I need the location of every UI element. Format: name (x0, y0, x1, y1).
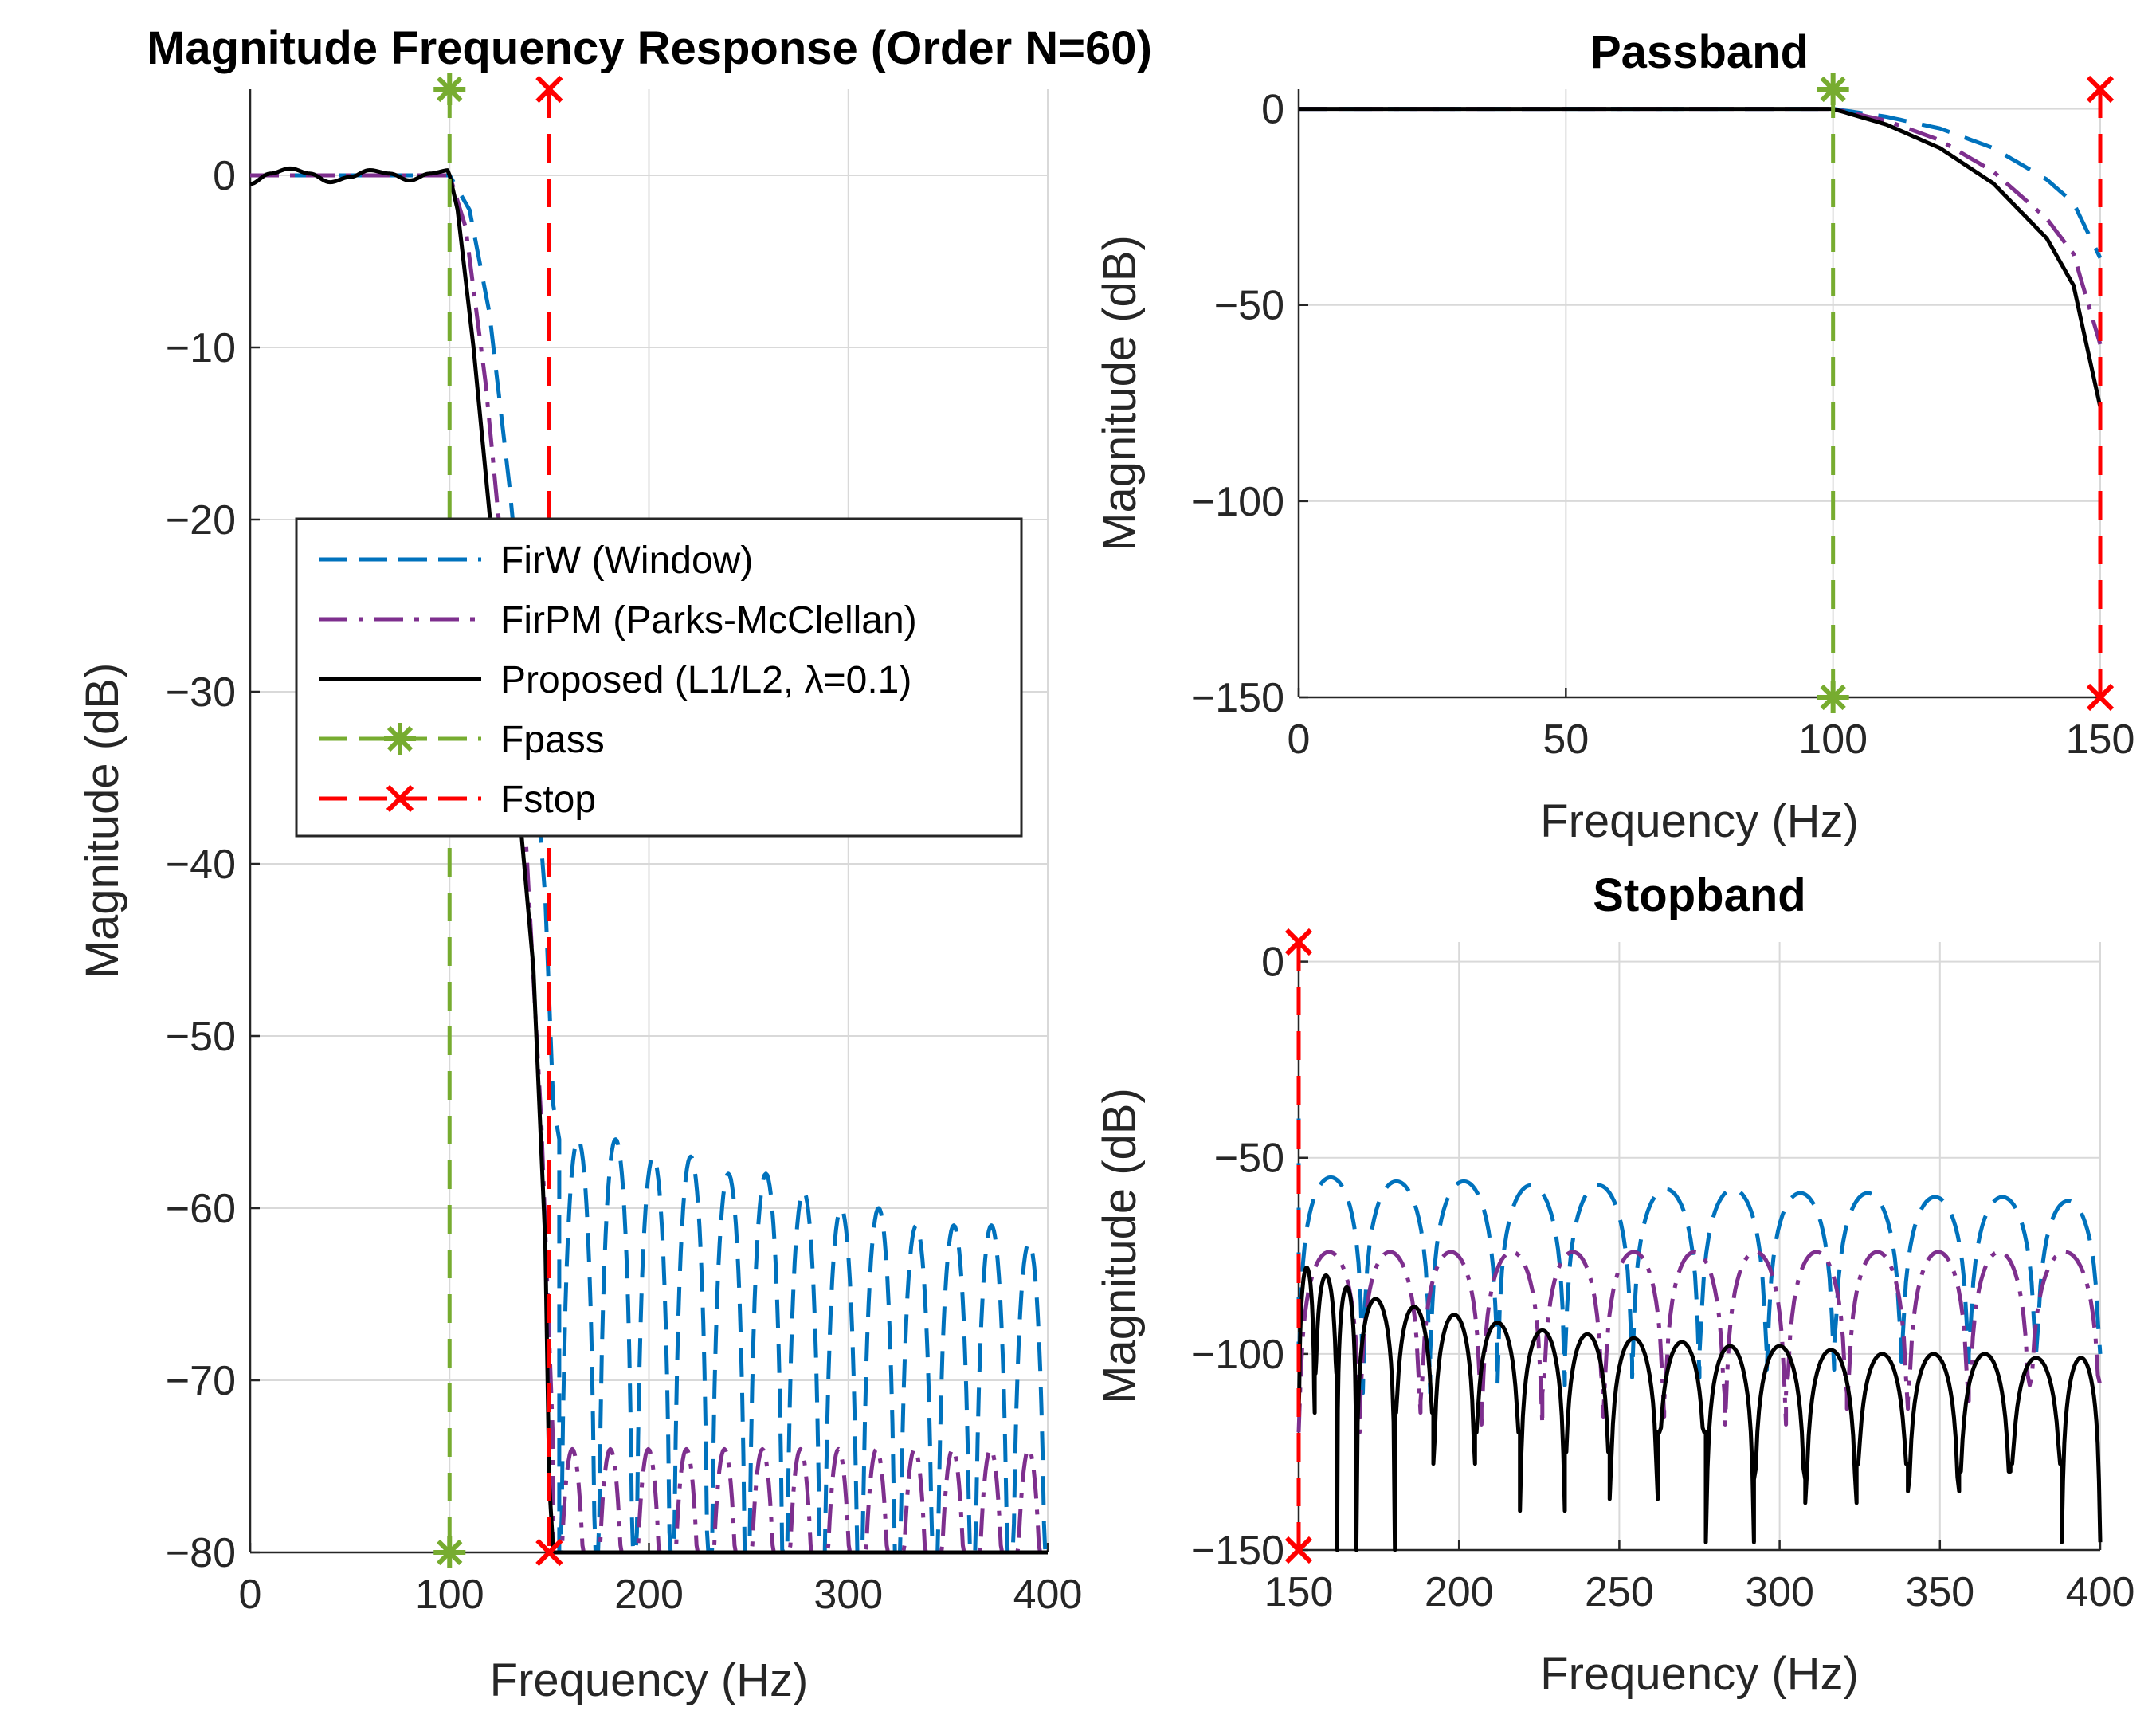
stopband-series-2 (1296, 1250, 2103, 1434)
stopband-x-axis-label: Frequency (Hz) (1540, 1648, 1859, 1700)
main-axes: 0 100 200 300 400 0 −10 −20 −30 −40 −50 −60 −70 −80 Ma… (76, 22, 1152, 1706)
legend-star-icon (384, 723, 416, 755)
stopband-plot-area (1299, 942, 2100, 1550)
passband-fstop-marker-top (2086, 75, 2115, 104)
legend-x-icon (386, 784, 414, 813)
main-x-axis-label: Frequency (Hz) (490, 1654, 809, 1706)
main-series-1 (250, 173, 1049, 1555)
main-y-axis-label: Magnitude (dB) (76, 663, 128, 979)
main-fstop-marker-bottom (535, 1538, 563, 1567)
stopband-y-tick-label: 0 (1261, 940, 1284, 986)
passband-y-axis-label: Magnitude (dB) (1094, 235, 1146, 551)
main-title: Magnitude Frequency Response (Order N=60… (147, 22, 1152, 74)
stopband-y-tick-label: −100 (1191, 1332, 1284, 1378)
stopband-y-axis-label: Magnitude (dB) (1094, 1088, 1146, 1404)
main-y-tick-label: 0 (213, 153, 236, 199)
legend-label: Proposed (L1/L2, λ=0.1) (500, 659, 911, 701)
main-x-tick-label: 400 (1013, 1572, 1083, 1618)
legend-label: FirPM (Parks-McClellan) (500, 599, 917, 642)
passband-y-tick-label: −150 (1191, 675, 1284, 721)
passband-series-3 (1299, 107, 2103, 408)
legend-label: Fstop (500, 779, 596, 821)
legend-item: FirPM (Parks-McClellan) (319, 599, 917, 642)
main-fpass-marker-bottom (433, 1536, 466, 1568)
legend-label: FirW (Window) (500, 540, 753, 582)
passband-fpass-marker-bottom (1817, 681, 1849, 713)
stopband-y-tick-label: −50 (1214, 1136, 1284, 1182)
stopband-title: Stopband (1593, 869, 1805, 921)
main-y-tick-label: −20 (166, 497, 236, 544)
main-series-3 (249, 166, 1048, 1555)
legend: FirW (Window) FirPM (Parks-McClellan) Prop… (295, 517, 1023, 838)
stopband-x-tick-label: 400 (2066, 1569, 2135, 1615)
stopband-x-tick-label: 300 (1745, 1569, 1814, 1615)
passband-x-tick-label: 0 (1288, 716, 1311, 763)
stopband-x-tick-label: 250 (1585, 1569, 1654, 1615)
main-y-tick-label: −70 (166, 1358, 236, 1404)
stopband-series-3 (1296, 1266, 2103, 1552)
passband-y-tick-label: −50 (1214, 283, 1284, 329)
main-fpass-marker-top (433, 73, 466, 105)
passband-x-tick-label: 50 (1543, 716, 1589, 763)
stopband-fstop-marker-top (1284, 928, 1313, 956)
passband-axes: 0 50 100 150 0 −50 −100 −150 Passband Frequency (… (1094, 26, 2134, 847)
passband-x-tick-label: 150 (2066, 716, 2135, 763)
main-x-tick-label: 100 (415, 1572, 484, 1618)
main-y-tick-label: −30 (166, 669, 236, 716)
stopband-x-tick-label: 150 (1264, 1569, 1334, 1615)
passband-fstop-marker-bottom (2086, 683, 2115, 712)
main-fstop-marker-top (535, 75, 563, 104)
legend-label: Fpass (500, 719, 605, 761)
stopband-x-tick-label: 350 (1905, 1569, 1974, 1615)
legend-item: FirW (Window) (319, 540, 753, 582)
passband-y-tick-label: 0 (1261, 87, 1284, 133)
passband-y-tick-label: −100 (1191, 479, 1284, 525)
legend-item: Fpass (319, 719, 605, 761)
main-y-tick-label: −10 (166, 325, 236, 371)
passband-x-axis-label: Frequency (Hz) (1540, 795, 1859, 847)
stopband-x-tick-label: 200 (1425, 1569, 1494, 1615)
main-x-tick-label: 200 (614, 1572, 684, 1618)
legend-item: Proposed (L1/L2, λ=0.1) (319, 659, 911, 701)
passband-x-tick-label: 100 (1798, 716, 1868, 763)
stopband-y-tick-label: −150 (1191, 1528, 1284, 1574)
main-x-tick-label: 300 (813, 1572, 883, 1618)
passband-title: Passband (1590, 26, 1809, 78)
legend-item: Fstop (319, 779, 596, 821)
main-y-tick-label: −80 (166, 1530, 236, 1576)
stopband-fstop-marker-bottom (1284, 1536, 1313, 1564)
passband-plot-area (1299, 89, 2100, 697)
main-y-tick-label: −40 (166, 842, 236, 888)
main-y-tick-label: −50 (166, 1014, 236, 1060)
main-x-tick-label: 0 (239, 1572, 262, 1618)
main-y-tick-label: −60 (166, 1186, 236, 1232)
passband-fpass-marker-top (1817, 73, 1849, 105)
stopband-axes: 150 200 250 300 350 400 0 −50 −100 −150 Stopband Fr… (1094, 869, 2134, 1700)
